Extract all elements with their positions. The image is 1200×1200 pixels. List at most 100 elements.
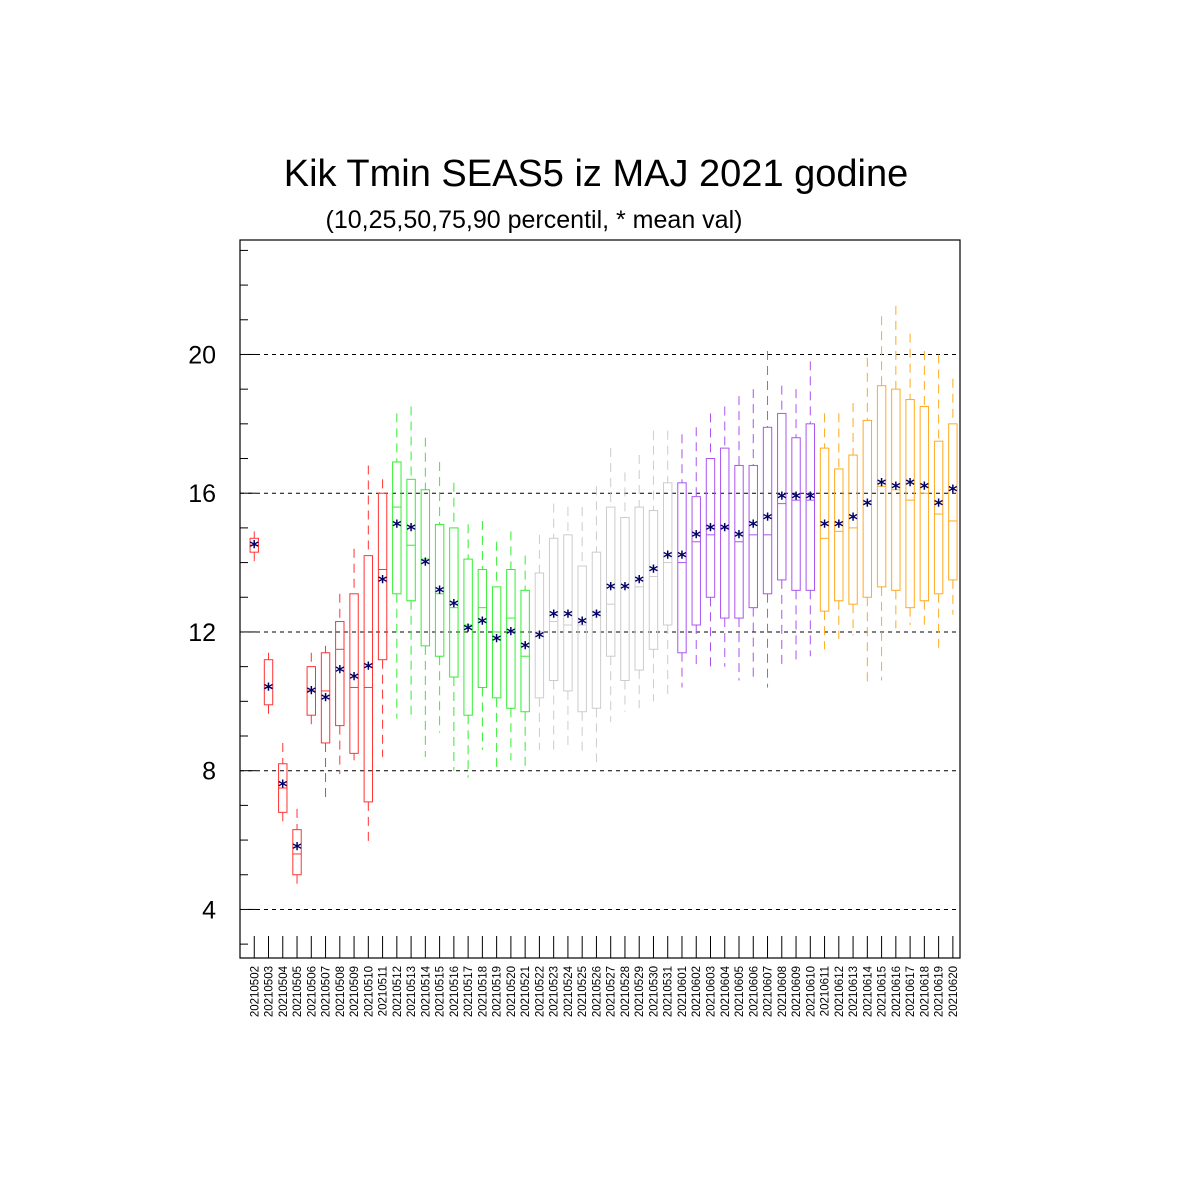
- x-tick-label: 20210507: [321, 966, 333, 1017]
- mean-marker: *: [834, 516, 844, 537]
- x-tick-label: 20210529: [634, 966, 646, 1017]
- box-20210612: [834, 413, 844, 639]
- mean-marker: *: [392, 516, 402, 537]
- box-20210620: [948, 378, 958, 615]
- mean-marker: *: [663, 548, 673, 569]
- box-body: [634, 506, 644, 671]
- mean-marker: *: [406, 520, 416, 541]
- box-20210608: [777, 385, 787, 667]
- x-tick-label: 20210503: [264, 966, 276, 1017]
- box-body: [449, 527, 459, 678]
- mean-marker: *: [606, 579, 616, 600]
- mean-marker: *: [549, 607, 559, 628]
- box-body: [520, 589, 530, 713]
- box-body: [392, 461, 402, 595]
- mean-marker: *: [905, 475, 915, 496]
- x-tick-label: 20210604: [720, 965, 732, 1017]
- box-20210508: [335, 593, 345, 775]
- mean-marker: *: [948, 482, 958, 503]
- x-tick-label: 20210603: [705, 966, 717, 1017]
- box-body: [377, 492, 388, 661]
- x-tick-label: 20210504: [278, 965, 290, 1017]
- box-20210603: [705, 413, 716, 667]
- box-20210527: [605, 448, 616, 723]
- box-body: [819, 447, 830, 612]
- box-20210509: [349, 548, 359, 761]
- box-20210617: [905, 333, 915, 626]
- mean-marker: *: [677, 548, 687, 569]
- x-tick-label: 20210521: [520, 966, 532, 1017]
- box-body: [648, 510, 659, 650]
- box-20210524: [563, 507, 573, 747]
- box-20210616: [891, 305, 901, 629]
- box-20210529: [634, 455, 644, 709]
- x-tick-label: 20210612: [834, 966, 846, 1017]
- box-body: [691, 496, 701, 626]
- mean-marker: *: [734, 527, 744, 548]
- y-tick-label: 16: [188, 480, 216, 508]
- box-20210610: [805, 361, 815, 657]
- box-20210605: [734, 396, 744, 681]
- mean-marker: *: [863, 496, 873, 517]
- box-body: [905, 399, 915, 609]
- x-tick-label: 20210518: [477, 966, 489, 1017]
- mean-marker: *: [278, 777, 288, 798]
- box-body: [720, 447, 730, 619]
- x-tick-label: 20210520: [506, 966, 518, 1017]
- box-20210522: [534, 534, 545, 750]
- mean-marker: *: [848, 509, 858, 530]
- box-20210611: [819, 413, 830, 650]
- box-20210607: [762, 350, 773, 688]
- box-20210518: [477, 520, 488, 750]
- box-20210521: [520, 555, 530, 768]
- x-tick-label: 20210519: [492, 966, 504, 1017]
- x-tick-label: 20210528: [620, 966, 632, 1017]
- mean-marker: *: [749, 516, 759, 537]
- x-tick-label: 20210616: [891, 966, 903, 1017]
- box-20210519: [491, 541, 502, 768]
- mean-marker: *: [506, 624, 516, 645]
- box-20210523: [548, 503, 559, 750]
- x-tick-label: 20210525: [577, 966, 589, 1017]
- x-tick-label: 20210506: [306, 966, 318, 1017]
- box-20210511: [377, 479, 388, 757]
- box-body: [563, 534, 573, 692]
- y-tick-label: 8: [202, 758, 216, 786]
- box-20210520: [506, 531, 516, 761]
- box-body: [548, 537, 559, 682]
- box-20210606: [748, 389, 758, 678]
- x-tick-label: 20210509: [349, 966, 361, 1017]
- x-tick-label: 20210531: [663, 966, 675, 1017]
- box-body: [620, 516, 630, 682]
- mean-marker: *: [435, 582, 445, 603]
- mean-marker: *: [307, 683, 317, 704]
- mean-marker: *: [378, 572, 388, 593]
- box-20210506: [306, 652, 316, 726]
- box-body: [335, 621, 345, 727]
- box-20210601: [677, 434, 687, 688]
- box-body: [363, 555, 374, 803]
- x-tick-label: 20210610: [805, 966, 817, 1017]
- chart-subtitle: (10,25,50,75,90 percentil, * mean val): [326, 206, 743, 234]
- box-20210517: [463, 524, 473, 778]
- box-body: [534, 572, 545, 699]
- mean-marker: *: [421, 555, 431, 576]
- box-body: [933, 440, 944, 595]
- box-body: [677, 482, 687, 654]
- box-20210505: [292, 808, 302, 886]
- box-body: [406, 478, 416, 602]
- box-20210503: [263, 652, 274, 719]
- box-body: [577, 565, 587, 713]
- mean-marker: *: [692, 527, 702, 548]
- mean-marker: *: [292, 839, 302, 860]
- mean-marker: *: [264, 679, 274, 700]
- box-20210507: [320, 645, 331, 799]
- x-tick-label: 20210524: [563, 965, 575, 1017]
- box-20210513: [406, 406, 416, 716]
- grid-lines: [240, 353, 960, 910]
- box-20210526: [591, 486, 602, 764]
- box-body: [848, 454, 858, 605]
- y-axis: 4 8 12 16 20: [188, 249, 256, 945]
